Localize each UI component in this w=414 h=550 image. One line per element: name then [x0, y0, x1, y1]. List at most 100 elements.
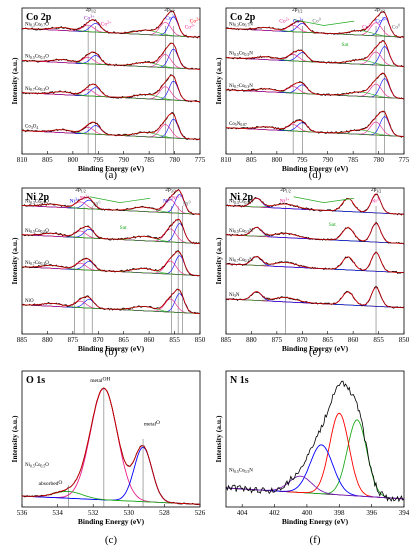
- sample-label: Ni0.5Co0.5N: [229, 229, 253, 234]
- sample-label: Ni0.3Co0.7O: [25, 200, 49, 205]
- x-axis-label: Binding Energy (eV): [282, 517, 349, 526]
- x-tick-label: 865: [322, 336, 333, 344]
- x-tick-label: 880: [42, 336, 53, 344]
- sample-label: Co3O4: [25, 125, 38, 130]
- peak-annotation: Co2+: [185, 23, 196, 30]
- fit-component: [22, 125, 200, 140]
- peak-annotation: metalO: [144, 420, 160, 427]
- peak-annotation: 2p1/2: [85, 7, 95, 14]
- peak-annotation: 2p3/2: [371, 187, 381, 194]
- fit-component: [226, 419, 404, 500]
- x-axis-label: Binding Energy (eV): [282, 344, 349, 353]
- sample-spectrum: [226, 110, 404, 138]
- panel-title: N 1s: [230, 375, 249, 386]
- peak-annotation: 2p3/2: [165, 187, 175, 194]
- x-tick-label: 795: [93, 156, 104, 164]
- peak-annotation: Ni3+: [371, 198, 381, 205]
- panel-title: O 1s: [26, 375, 45, 386]
- y-axis-label: Intensity (a.u.): [214, 237, 223, 284]
- plot-frame: [21, 187, 201, 335]
- sample-label: Ni0.5Co0.5O: [25, 229, 49, 234]
- peak-annotation: Ni3+: [70, 198, 80, 205]
- sample-label: Ni0.7Co0.3O: [25, 261, 49, 266]
- sample-spectrum: [22, 288, 200, 315]
- sample-label: Ni0.7Co0.3O: [25, 87, 49, 92]
- peak-annotation: Ni2+: [172, 195, 182, 202]
- panel-caption: (b): [105, 346, 118, 358]
- fit-component: [226, 287, 404, 308]
- peak-annotation: 2p3/2: [164, 7, 174, 14]
- sample-spectrum: [22, 10, 200, 39]
- x-tick-label: 402: [269, 509, 280, 517]
- x-tick-label: 810: [221, 156, 232, 164]
- x-tick-label: 780: [169, 156, 180, 164]
- envelope-line: [226, 251, 404, 274]
- peak-annotation: Co0: [392, 23, 400, 30]
- x-axis-label: Binding Energy (eV): [78, 517, 145, 526]
- peak-annotation: metalOH: [90, 377, 110, 384]
- envelope-line: [22, 218, 200, 244]
- envelope-line: [22, 10, 200, 38]
- panel-title: Ni 2p: [26, 192, 50, 203]
- envelope-line: [226, 193, 404, 215]
- peak-annotation: Sat.: [329, 222, 337, 228]
- plot-area: [22, 188, 200, 334]
- sample-spectrum: [22, 74, 200, 103]
- x-tick-label: 805: [42, 156, 53, 164]
- x-tick-label: 398: [334, 509, 345, 517]
- panel-title: Ni 2p: [230, 192, 254, 203]
- raw-data-line: [22, 111, 200, 141]
- panel-d: 810 805 800 795 790 785 780 775 Binding Energy (…: [214, 7, 410, 181]
- x-tick-label: 400: [302, 509, 313, 517]
- sample-spectrum: [226, 251, 404, 274]
- x-tick-label: 855: [373, 336, 384, 344]
- envelope-line: [22, 189, 200, 215]
- x-tick-label: 880: [246, 336, 257, 344]
- sample-spectrum: [22, 188, 200, 216]
- sample-spectrum: [226, 72, 404, 100]
- x-tick-label: 404: [237, 509, 248, 517]
- fit-component: [22, 118, 200, 140]
- peak-annotation: 2p3/2: [374, 7, 384, 14]
- panel-f: 404 402 400 398 396 394 Binding Energy (eV) Int…: [214, 370, 410, 546]
- x-tick-label: 795: [297, 156, 308, 164]
- plot-area: [22, 10, 200, 154]
- panel-caption: (f): [310, 534, 321, 546]
- sample-label: Ni0.5Co0.5O: [25, 55, 49, 60]
- plot-frame: [225, 187, 405, 335]
- y-axis-label: Intensity (a.u.): [10, 237, 19, 284]
- envelope-line: [22, 42, 200, 70]
- sample-spectrum: [226, 40, 404, 68]
- sample-spectrum: [22, 218, 200, 245]
- peak-annotation: absorbedO: [39, 480, 63, 487]
- raw-data-line: [226, 380, 404, 503]
- x-tick-label: 805: [246, 156, 257, 164]
- plot-area: [226, 380, 404, 503]
- peak-annotation: 2p1/2: [280, 187, 290, 194]
- satellite-marker: [293, 196, 355, 203]
- envelope-line: [22, 112, 200, 140]
- peak-annotation: Co2+: [279, 18, 290, 25]
- sample-label: Ni0.7Co0.3N: [229, 258, 253, 263]
- panel-b: 885 880 875 870 865 860 855 850 Binding Energy (…: [10, 187, 206, 358]
- fit-component: [22, 300, 200, 314]
- peak-annotation: 2p1/2: [75, 187, 85, 194]
- x-tick-label: 780: [373, 156, 384, 164]
- panel-caption: (a): [105, 169, 118, 181]
- sample-spectrum: [226, 221, 404, 245]
- peak-annotation: Co2+: [362, 23, 373, 30]
- x-tick-label: 526: [195, 509, 206, 517]
- x-tick-label: 785: [144, 156, 155, 164]
- plot-area: [226, 10, 404, 154]
- sample-label: Ni0.3Co0.7N: [229, 23, 253, 28]
- x-tick-label: 855: [169, 336, 180, 344]
- x-tick-label: 790: [118, 156, 129, 164]
- x-tick-label: 396: [366, 509, 377, 517]
- sample-spectrum: [226, 286, 404, 309]
- x-tick-label: 775: [399, 156, 410, 164]
- fitted-spectrum: [22, 387, 200, 506]
- peak-annotation: Ni3+: [280, 198, 290, 205]
- envelope-line: [226, 222, 404, 244]
- plot-frame: [225, 7, 405, 155]
- y-axis-label: Intensity (a.u.): [10, 57, 19, 104]
